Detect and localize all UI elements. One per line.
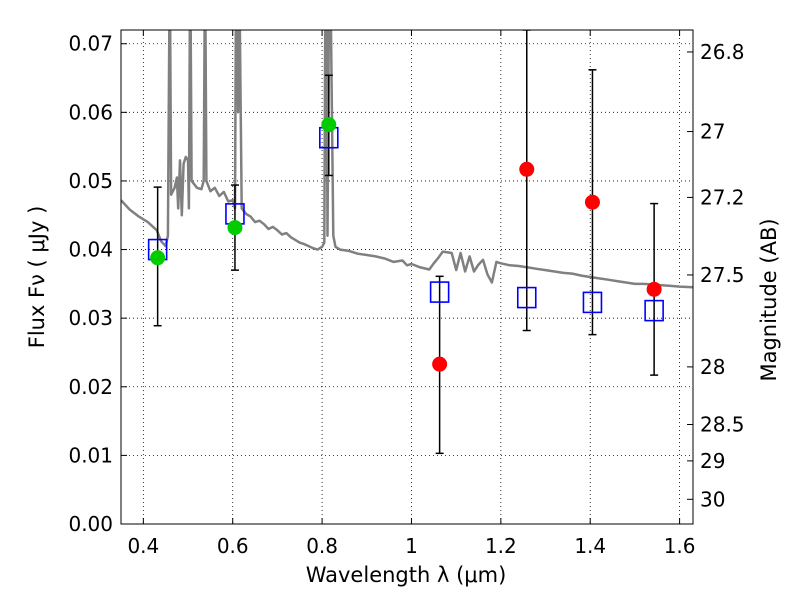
model-square-point xyxy=(429,281,450,303)
upper-limit-point xyxy=(584,194,600,210)
x-tick-label: 1.4 xyxy=(574,534,606,558)
y-axis-label: Flux Fν ( μJy ) xyxy=(25,206,49,349)
model-square-point xyxy=(644,299,664,322)
model-square-point xyxy=(516,286,537,309)
right-tick-label: 27 xyxy=(700,120,725,144)
axis-ticks: 0.4 0.6 0.8 1 1.2 1.4 1.6 0.00 0.01 0.02 0.03 0.04 0… xyxy=(68,30,745,558)
right-tick-label: 30 xyxy=(700,487,725,511)
detection-point xyxy=(227,220,243,236)
x-tick-label: 1.2 xyxy=(485,534,517,558)
plot-frame xyxy=(120,29,694,525)
detection-point xyxy=(321,117,337,133)
detection-point xyxy=(150,250,166,266)
y-tick-label: 0.03 xyxy=(68,306,113,330)
right-tick-label: 28.5 xyxy=(700,413,745,437)
right-tick-label: 27.5 xyxy=(700,263,745,287)
model-spectrum-line xyxy=(121,30,693,289)
x-tick-label: 1 xyxy=(405,534,418,558)
x-tick-label: 1.6 xyxy=(664,534,696,558)
y-tick-label: 0.05 xyxy=(68,169,113,193)
x-tick-label: 0.6 xyxy=(217,534,249,558)
y-tick-label: 0.01 xyxy=(68,443,113,467)
upper-limit-point xyxy=(432,356,448,372)
right-tick-label: 29 xyxy=(700,449,725,473)
y-tick-label: 0.02 xyxy=(68,375,113,399)
y-tick-label: 0.00 xyxy=(68,512,113,536)
y-tick-label: 0.04 xyxy=(68,238,113,262)
upper-limit-point xyxy=(519,161,535,177)
upper-limit-point xyxy=(646,281,662,297)
data-layer xyxy=(121,30,693,455)
right-tick-label: 26.8 xyxy=(700,40,745,64)
right-tick-label: 27.2 xyxy=(700,185,745,209)
model-square-point xyxy=(582,291,603,314)
x-axis-label: Wavelength λ (μm) xyxy=(306,563,507,587)
right-tick-label: 28 xyxy=(700,355,725,379)
x-tick-label: 0.8 xyxy=(306,534,338,558)
y-tick-label: 0.06 xyxy=(68,100,113,124)
right-axis-label: Magnitude (AB) xyxy=(757,218,781,381)
y-tick-label: 0.07 xyxy=(68,32,113,56)
x-tick-label: 0.4 xyxy=(127,534,159,558)
